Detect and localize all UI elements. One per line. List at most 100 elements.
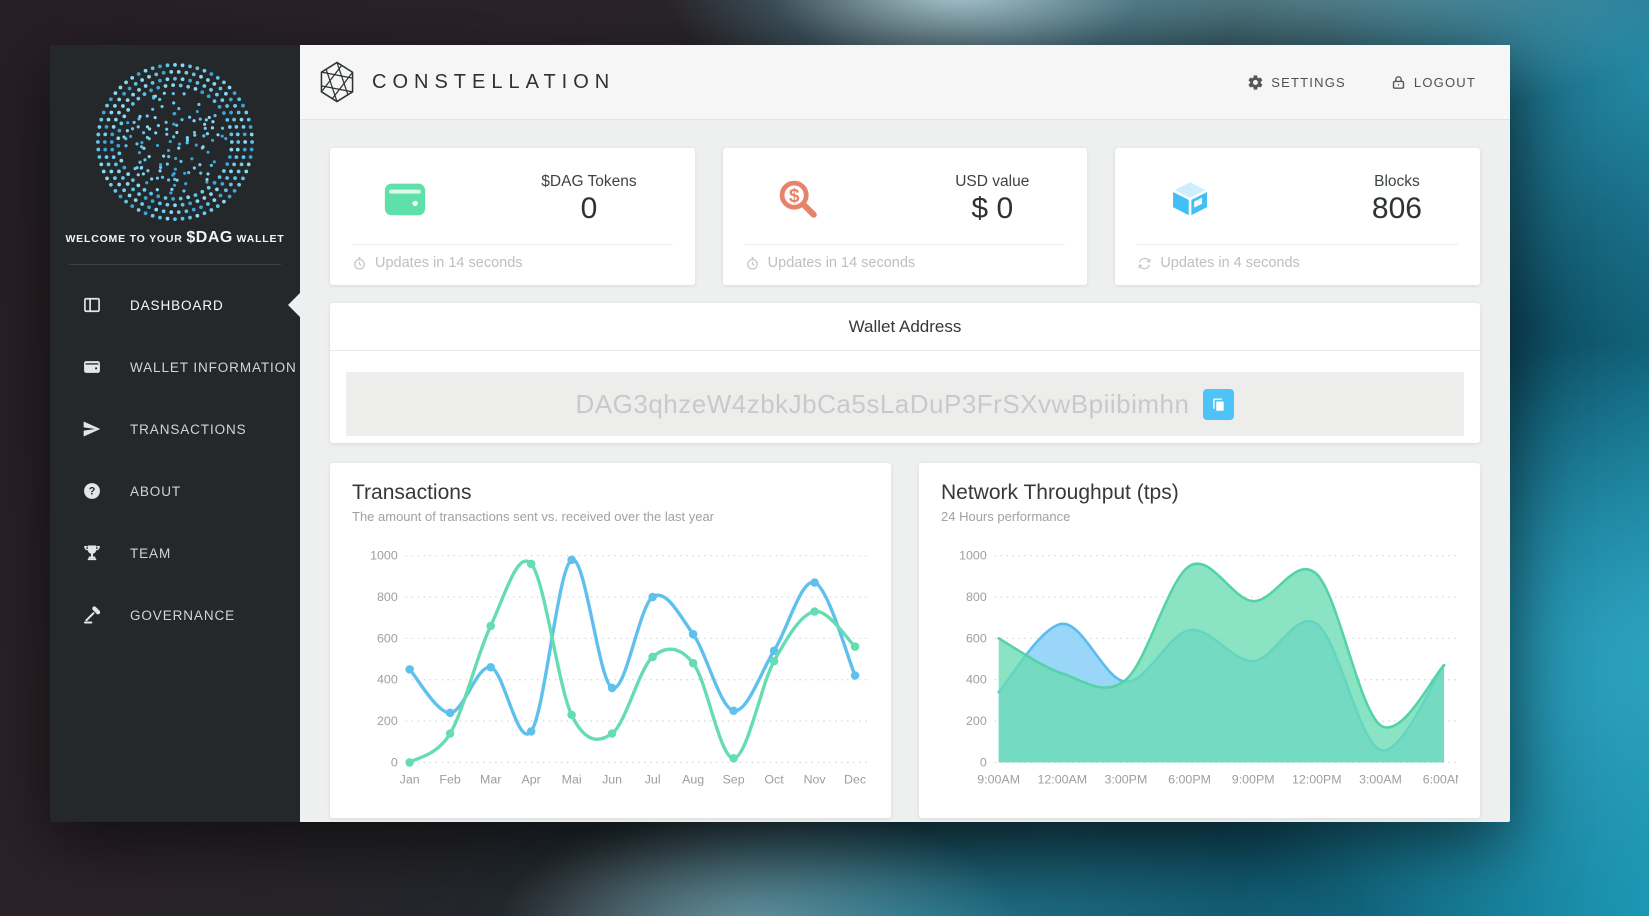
active-item-pointer	[288, 293, 300, 317]
sidebar-item-label: TRANSACTIONS	[130, 421, 247, 437]
svg-text:12:00PM: 12:00PM	[1292, 772, 1342, 786]
sidebar-divider	[69, 264, 281, 265]
sidebar-item-wallet-information[interactable]: WALLET INFORMATION	[50, 336, 300, 398]
settings-label: SETTINGS	[1271, 74, 1346, 90]
svg-text:Jul: Jul	[645, 772, 661, 786]
dashboard-content: $DAG Tokens 0 Updates in 14 seconds $	[300, 120, 1510, 822]
trophy-icon	[82, 543, 102, 563]
sidebar: WELCOME TO YOUR $DAG WALLET DASHBOARD WA…	[50, 45, 300, 822]
clock-icon	[352, 256, 367, 271]
sidebar-menu: DASHBOARD WALLET INFORMATION TRANSACTION…	[50, 274, 300, 646]
svg-text:600: 600	[377, 631, 398, 645]
svg-text:Aug: Aug	[682, 772, 704, 786]
card-divider	[744, 244, 1066, 245]
stat-label: USD value	[955, 172, 1030, 190]
stat-value: $ 0	[971, 191, 1014, 225]
svg-text:$: $	[788, 186, 799, 207]
logout-label: LOGOUT	[1413, 74, 1476, 90]
welcome-message: WELCOME TO YOUR $DAG WALLET	[65, 229, 285, 246]
svg-text:?: ?	[89, 486, 96, 498]
svg-text:Dec: Dec	[844, 772, 866, 786]
svg-text:3:00PM: 3:00PM	[1105, 772, 1148, 786]
sidebar-item-transactions[interactable]: TRANSACTIONS	[50, 398, 300, 460]
sidebar-item-label: ABOUT	[130, 483, 182, 499]
dag-dotted-sphere-logo	[96, 63, 254, 221]
svg-text:0: 0	[391, 755, 398, 769]
svg-text:Oct: Oct	[764, 772, 784, 786]
svg-text:0: 0	[980, 755, 987, 769]
main-panel: CONSTELLATION SETTINGS LOGOUT	[300, 45, 1510, 822]
svg-text:600: 600	[966, 631, 987, 645]
transactions-line-chart: 0 200 400 600 800 1000 Jan Feb Mar Apr Mai Jun Jul Au…	[370, 549, 868, 786]
sidebar-item-label: TEAM	[130, 545, 172, 561]
update-status: Updates in 14 seconds	[723, 245, 1088, 285]
wallet-icon	[82, 357, 102, 377]
svg-text:800: 800	[966, 590, 987, 604]
chart-title: Transactions	[352, 481, 472, 504]
stat-card-usd-value: $ USD value $ 0 Updates in 14 seconds	[722, 148, 1088, 285]
update-status: Updates in 4 seconds	[1115, 245, 1480, 285]
svg-text:Feb: Feb	[439, 772, 460, 786]
refresh-icon	[1137, 256, 1152, 271]
stat-value: 0	[580, 191, 598, 225]
network-throughput-chart-card: Network Throughput (tps) 24 Hours perfor…	[919, 463, 1480, 818]
card-divider	[330, 350, 1480, 351]
usd-search-icon: $	[775, 176, 821, 222]
wallet-address-bar: DAG3qhzeW4zbkJbCa5sLaDuP3FrSXvwBpiibimhn	[346, 372, 1464, 436]
svg-text:6:00AM: 6:00AM	[1423, 772, 1458, 786]
copy-icon	[1210, 396, 1227, 413]
clock-icon	[745, 256, 760, 271]
sidebar-item-team[interactable]: TEAM	[50, 522, 300, 584]
svg-text:9:00PM: 9:00PM	[1232, 772, 1275, 786]
send-icon	[82, 419, 102, 439]
stat-value: 806	[1371, 191, 1422, 225]
transactions-chart-card: Transactions The amount of transactions …	[330, 463, 891, 818]
wallet-address-title: Wallet Address	[848, 317, 962, 336]
svg-text:1000: 1000	[959, 549, 987, 563]
svg-text:1000: 1000	[370, 549, 398, 563]
question-icon: ?	[82, 481, 102, 501]
svg-text:Jun: Jun	[602, 772, 622, 786]
svg-text:Apr: Apr	[522, 772, 541, 786]
chart-subtitle: 24 Hours performance	[941, 509, 1071, 524]
chart-subtitle: The amount of transactions sent vs. rece…	[352, 509, 715, 524]
sidebar-item-governance[interactable]: GOVERNANCE	[50, 584, 300, 646]
dashboard-icon	[82, 295, 102, 315]
wallet-green-icon	[382, 176, 428, 222]
network-throughput-area-chart: 0 200 400 600 800 1000 9:00AM 12:00AM 3:00PM 6:00…	[959, 549, 1458, 787]
chart-title: Network Throughput (tps)	[941, 481, 1179, 504]
wallet-app-window: WELCOME TO YOUR $DAG WALLET DASHBOARD WA…	[50, 45, 1510, 822]
constellation-hex-icon	[320, 61, 354, 103]
svg-text:200: 200	[377, 714, 398, 728]
sidebar-item-label: DASHBOARD	[130, 297, 224, 313]
cube-icon	[1167, 176, 1213, 222]
sidebar-item-dashboard[interactable]: DASHBOARD	[50, 274, 300, 336]
brand-name: CONSTELLATION	[372, 70, 616, 93]
wallet-address-card: Wallet Address DAG3qhzeW4zbkJbCa5sLaDuP3…	[330, 303, 1480, 443]
svg-text:400: 400	[377, 673, 398, 687]
brand: CONSTELLATION	[316, 59, 615, 105]
settings-button[interactable]: SETTINGS	[1247, 74, 1346, 91]
card-divider	[352, 244, 673, 245]
wallet-address-value: DAG3qhzeW4zbkJbCa5sLaDuP3FrSXvwBpiibimhn	[575, 388, 1190, 419]
sidebar-item-about[interactable]: ? ABOUT	[50, 460, 300, 522]
sidebar-item-label: GOVERNANCE	[130, 607, 236, 623]
svg-text:Jan: Jan	[400, 772, 420, 786]
logout-button[interactable]: LOGOUT	[1390, 74, 1476, 91]
svg-text:Mar: Mar	[480, 772, 501, 786]
svg-text:Sep: Sep	[723, 772, 745, 786]
copy-address-button[interactable]	[1203, 388, 1235, 420]
stat-label: Blocks	[1374, 172, 1420, 190]
stat-card-blocks: Blocks 806 Updates in 4 seconds	[1115, 148, 1480, 285]
svg-text:200: 200	[966, 714, 987, 728]
stat-card-dag-tokens: $DAG Tokens 0 Updates in 14 seconds	[330, 148, 695, 285]
update-status: Updates in 14 seconds	[330, 245, 695, 285]
svg-text:800: 800	[377, 590, 398, 604]
svg-text:6:00PM: 6:00PM	[1168, 772, 1211, 786]
svg-text:Nov: Nov	[804, 772, 827, 786]
svg-text:9:00AM: 9:00AM	[977, 772, 1020, 786]
svg-text:12:00AM: 12:00AM	[1037, 772, 1087, 786]
header-bar: CONSTELLATION SETTINGS LOGOUT	[300, 45, 1510, 120]
svg-text:3:00AM: 3:00AM	[1359, 772, 1402, 786]
